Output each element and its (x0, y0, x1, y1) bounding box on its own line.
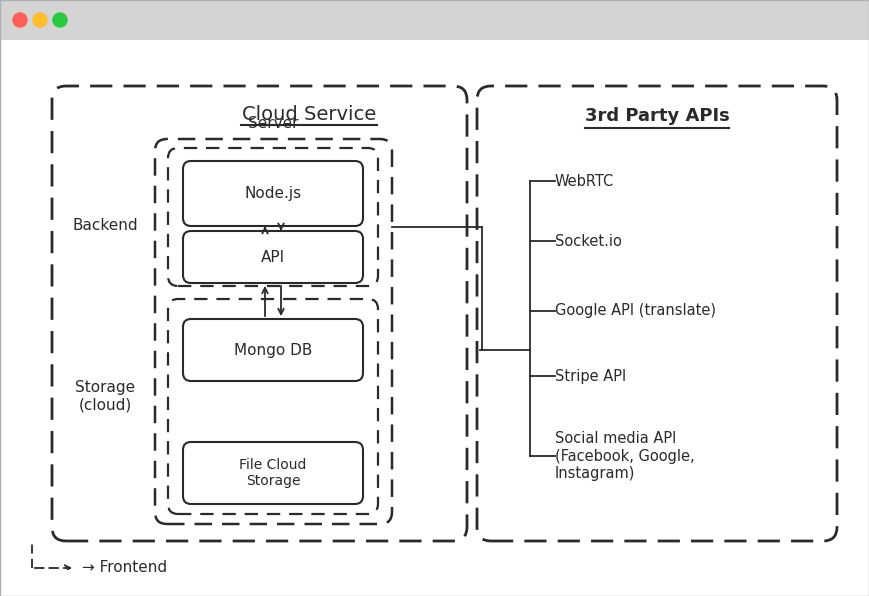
Circle shape (13, 13, 27, 27)
Text: Cloud Service: Cloud Service (242, 104, 376, 123)
Text: 3rd Party APIs: 3rd Party APIs (585, 107, 729, 125)
Text: Social media API
(Facebook, Google,
Instagram): Social media API (Facebook, Google, Inst… (555, 431, 694, 481)
Text: Server: Server (249, 116, 299, 131)
Text: Mongo DB: Mongo DB (234, 343, 312, 358)
Bar (0, 0, 869, 40)
Text: File Cloud
Storage: File Cloud Storage (239, 458, 307, 488)
Text: Storage
(cloud): Storage (cloud) (75, 380, 135, 412)
Text: Socket.io: Socket.io (555, 234, 622, 249)
Text: Node.js: Node.js (244, 186, 302, 201)
FancyBboxPatch shape (183, 319, 363, 381)
Circle shape (33, 13, 47, 27)
Circle shape (53, 13, 67, 27)
Text: → Frontend: → Frontend (82, 560, 167, 576)
FancyBboxPatch shape (183, 442, 363, 504)
FancyBboxPatch shape (183, 161, 363, 226)
Text: WebRTC: WebRTC (555, 173, 614, 188)
Text: Google API (translate): Google API (translate) (555, 303, 716, 318)
Text: Stripe API: Stripe API (555, 368, 627, 383)
Text: API: API (261, 250, 285, 265)
Text: Backend: Backend (72, 219, 138, 234)
FancyBboxPatch shape (183, 231, 363, 283)
